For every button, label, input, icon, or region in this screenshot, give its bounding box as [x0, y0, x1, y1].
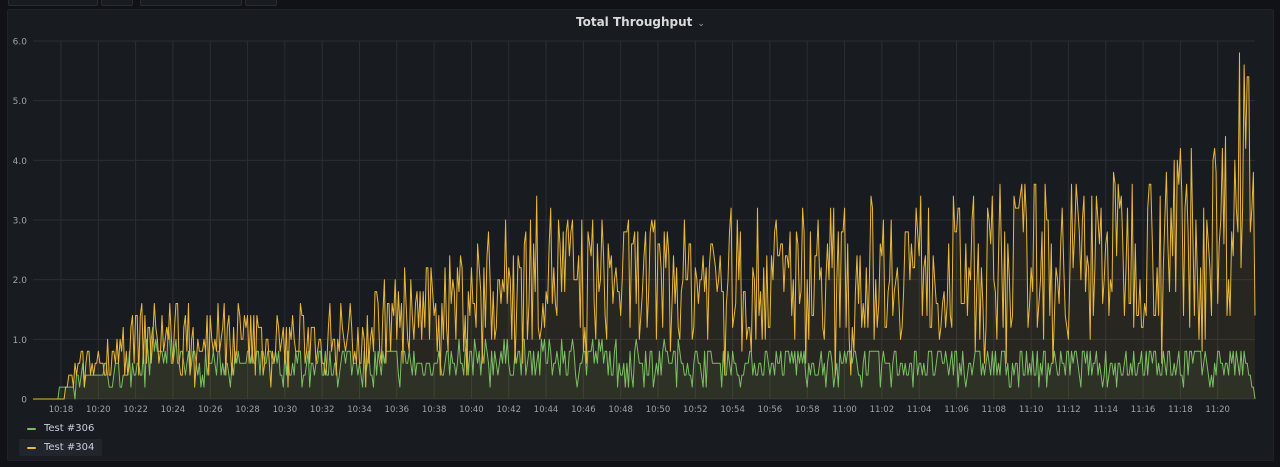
legend-item-test-304[interactable]: Test #304 [19, 439, 103, 456]
throughput-chart: 0 1.0 2.0 3.0 4.0 5.0 6.0 10:18 10:20 10:22 10:24 1… [13, 38, 1256, 415]
y-tick-label: 5.0 [13, 97, 28, 107]
legend-label: Test #306 [44, 423, 95, 434]
series-line-1 [33, 52, 1256, 400]
y-tick-label: 0 [21, 396, 27, 406]
x-tick-label: 10:42 [496, 405, 521, 415]
y-tick-label: 4.0 [13, 157, 28, 167]
x-tick-label: 11:16 [1131, 405, 1156, 415]
series-color-swatch [27, 446, 36, 449]
series-color-swatch [27, 427, 36, 430]
series-area-1 [33, 52, 1255, 400]
x-tick-label: 11:12 [1056, 405, 1081, 415]
legend: Test #306 Test #304 [19, 420, 103, 458]
x-tick-label: 11:08 [982, 405, 1007, 415]
x-tick-label: 11:14 [1093, 405, 1118, 415]
y-tick-label: 6.0 [13, 38, 28, 48]
panel-title: Total Throughput [576, 15, 693, 29]
variable-picker[interactable] [140, 0, 242, 6]
x-tick-label: 10:44 [534, 405, 559, 415]
x-tick-label: 10:30 [273, 405, 298, 415]
x-tick-label: 11:06 [944, 405, 969, 415]
throughput-panel: Total Throughput ⌄ 0 1.0 2.0 3.0 4.0 5.0 6.0 10:… [7, 9, 1274, 461]
x-tick-label: 10:52 [683, 405, 708, 415]
x-tick-label: 11:00 [832, 405, 857, 415]
x-tick-label: 10:20 [86, 405, 111, 415]
x-tick-label: 11:04 [907, 405, 932, 415]
x-tick-label: 10:56 [758, 405, 783, 415]
x-tick-label: 10:18 [49, 405, 74, 415]
legend-item-test-306[interactable]: Test #306 [19, 420, 102, 437]
variable-picker[interactable] [8, 0, 98, 6]
x-tick-label: 10:40 [459, 405, 484, 415]
x-tick-label: 10:38 [422, 405, 447, 415]
x-tick-label: 10:24 [161, 405, 186, 415]
panel-title-menu[interactable]: Total Throughput ⌄ [8, 15, 1273, 29]
toolbar-strip [0, 0, 1280, 8]
x-tick-label: 10:54 [720, 405, 745, 415]
x-tick-label: 10:50 [646, 405, 671, 415]
x-tick-label: 10:34 [347, 405, 372, 415]
variable-picker[interactable] [101, 0, 133, 6]
x-tick-label: 10:48 [608, 405, 633, 415]
chevron-down-icon: ⌄ [697, 19, 705, 29]
x-tick-label: 11:10 [1019, 405, 1044, 415]
x-tick-label: 10:26 [198, 405, 223, 415]
variable-picker[interactable] [245, 0, 277, 6]
y-tick-label: 3.0 [13, 217, 28, 227]
x-tick-label: 10:22 [123, 405, 148, 415]
x-tick-label: 11:18 [1168, 405, 1193, 415]
x-tick-label: 10:28 [235, 405, 260, 415]
x-tick-label: 11:02 [870, 405, 895, 415]
y-tick-label: 1.0 [13, 336, 28, 346]
x-tick-label: 11:20 [1205, 405, 1230, 415]
y-tick-label: 2.0 [13, 276, 28, 286]
x-tick-label: 10:46 [571, 405, 596, 415]
x-tick-label: 10:36 [385, 405, 410, 415]
x-tick-label: 10:32 [310, 405, 335, 415]
series-line-0 [33, 326, 1256, 400]
legend-label: Test #304 [44, 442, 95, 453]
x-tick-label: 10:58 [795, 405, 820, 415]
